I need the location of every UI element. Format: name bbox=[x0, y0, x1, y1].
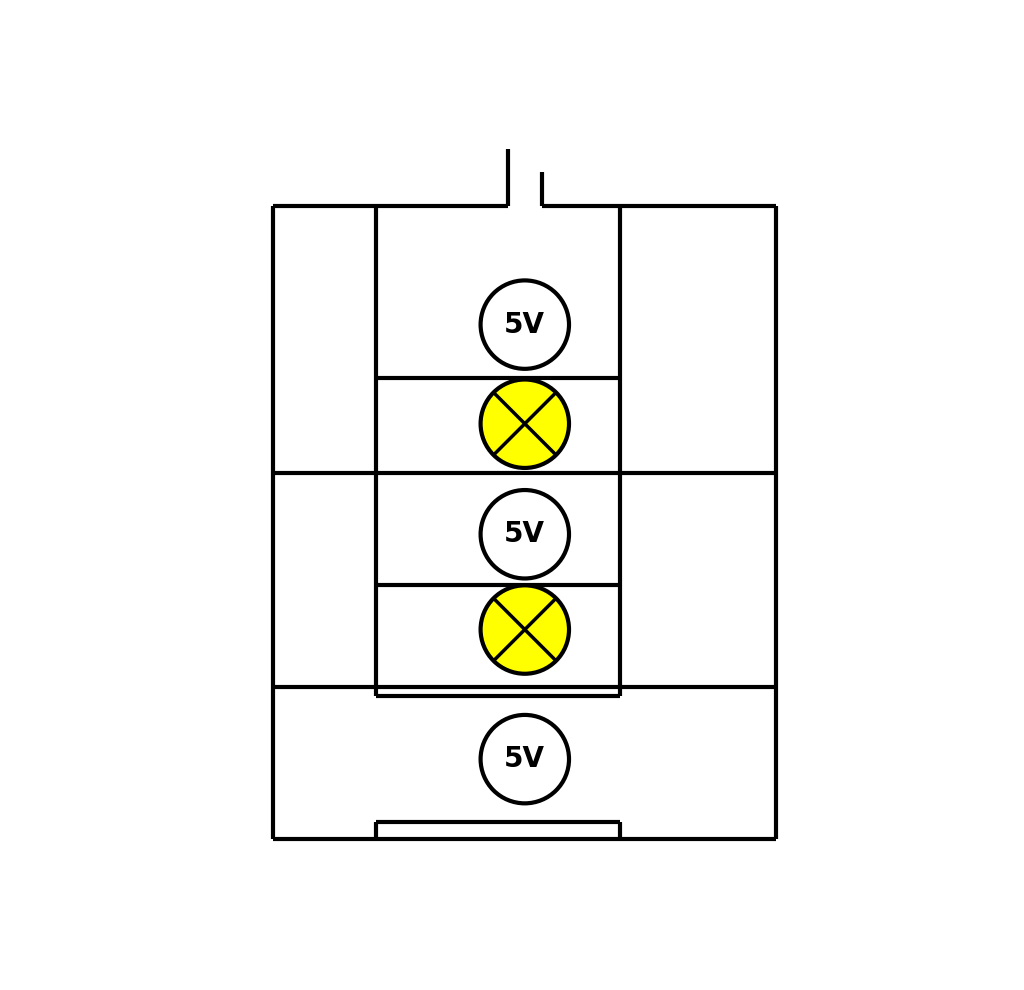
Text: 5V: 5V bbox=[504, 521, 546, 548]
Circle shape bbox=[480, 379, 569, 468]
Circle shape bbox=[480, 280, 569, 369]
Circle shape bbox=[480, 490, 569, 578]
Text: 5V: 5V bbox=[504, 311, 546, 339]
Circle shape bbox=[480, 715, 569, 803]
Text: 5V: 5V bbox=[504, 745, 546, 773]
Circle shape bbox=[480, 585, 569, 674]
